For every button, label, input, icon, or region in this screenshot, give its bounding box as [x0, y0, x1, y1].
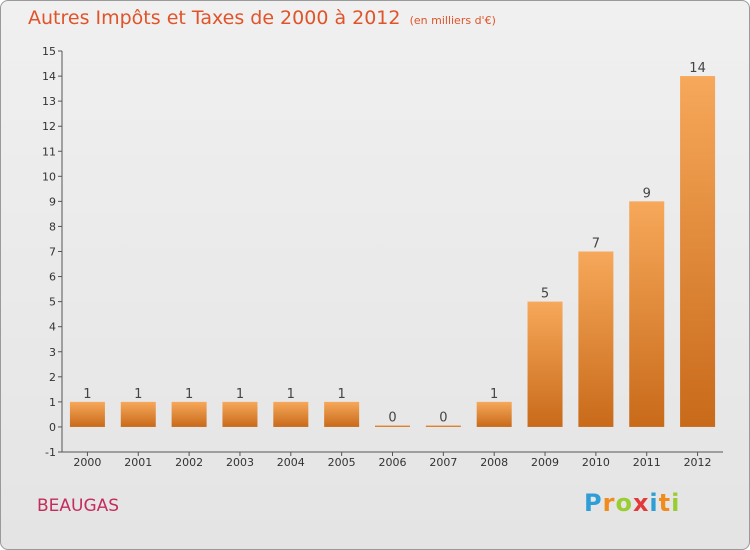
bar-value-label: 14 [689, 61, 706, 76]
bar-value-label: 1 [338, 387, 346, 402]
bar [171, 401, 207, 427]
logo-letter: x [632, 489, 650, 517]
x-tick-label: 2000 [73, 456, 101, 469]
x-tick-label: 2001 [124, 456, 152, 469]
x-tick-label: 2010 [582, 456, 610, 469]
x-tick-label: 2003 [226, 456, 254, 469]
bar-value-label: 1 [287, 387, 295, 402]
bar [578, 251, 614, 427]
y-tick-label: 15 [42, 45, 56, 58]
y-tick-label: 5 [49, 296, 56, 309]
bar-value-label: 9 [643, 186, 651, 201]
y-tick-label: 10 [42, 170, 56, 183]
x-tick-label: 2004 [277, 456, 305, 469]
y-tick-label: 13 [42, 95, 56, 108]
bar-value-label: 5 [541, 287, 549, 302]
bar-value-label: 1 [83, 387, 91, 402]
bar-value-label: 7 [592, 237, 600, 252]
y-tick-label: 9 [49, 195, 56, 208]
bar-value-label: 1 [185, 387, 193, 402]
bar [680, 76, 716, 427]
x-tick-label: 2008 [480, 456, 508, 469]
y-tick-label: -1 [45, 446, 56, 459]
logo-letter: r [602, 489, 616, 517]
chart-title: Autres Impôts et Taxes de 2000 à 2012 [28, 7, 401, 29]
bar [324, 401, 360, 427]
y-tick-label: 1 [49, 396, 56, 409]
x-tick-label: 2012 [684, 456, 712, 469]
chart-unit: (en milliers d'€) [409, 14, 496, 27]
bar [375, 425, 410, 427]
bar-value-label: 1 [490, 387, 498, 402]
y-tick-label: 0 [49, 421, 56, 434]
bar [527, 301, 563, 427]
logo-letter: i [649, 489, 659, 517]
logo-letter: o [615, 489, 633, 517]
bar-value-label: 1 [236, 387, 244, 402]
x-tick-label: 2007 [429, 456, 457, 469]
bar [120, 401, 156, 427]
y-tick-label: 12 [42, 120, 56, 133]
bar [629, 201, 665, 427]
x-tick-label: 2011 [633, 456, 661, 469]
y-tick-label: 3 [49, 346, 56, 359]
commune-name: BEAUGAS [37, 496, 120, 516]
y-tick-label: 2 [49, 371, 56, 384]
proxiti-logo: Proxiti [584, 489, 680, 517]
bar [222, 401, 258, 427]
bar [273, 401, 309, 427]
bar-value-label: 0 [439, 410, 447, 425]
bar-value-label: 0 [388, 410, 396, 425]
x-tick-label: 2002 [175, 456, 203, 469]
logo-letter: P [584, 489, 603, 517]
y-tick-label: 6 [49, 271, 56, 284]
y-tick-label: 4 [49, 321, 56, 334]
logo-letter: t [658, 489, 672, 517]
y-tick-label: 8 [49, 220, 56, 233]
y-tick-label: 11 [42, 145, 56, 158]
x-tick-label: 2005 [328, 456, 356, 469]
logo-letter: i [671, 489, 681, 517]
x-tick-label: 2006 [379, 456, 407, 469]
bar [476, 401, 512, 427]
y-tick-label: 7 [49, 246, 56, 259]
y-tick-label: 14 [42, 70, 56, 83]
bar [425, 425, 461, 427]
chart-title-block: Autres Impôts et Taxes de 2000 à 2012 (e… [28, 7, 496, 29]
bar-value-label: 1 [134, 387, 142, 402]
bar [69, 401, 105, 427]
x-tick-label: 2009 [531, 456, 559, 469]
